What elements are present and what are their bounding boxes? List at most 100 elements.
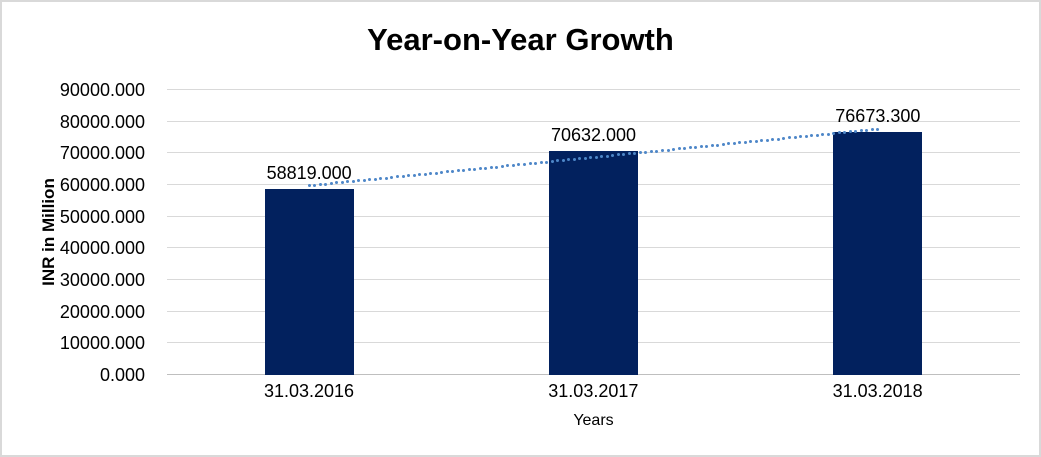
trendline-dot xyxy=(699,145,703,149)
x-tick-label: 31.03.2016 xyxy=(263,381,355,401)
trendline-dot xyxy=(307,184,311,188)
trendline-dot xyxy=(672,147,676,151)
trendline-dot xyxy=(787,136,791,140)
trendline-dot xyxy=(721,143,725,147)
trendline-dot xyxy=(473,167,477,171)
trendline-dot xyxy=(876,127,880,131)
trendline-dot xyxy=(749,140,753,144)
trendline-dot xyxy=(418,173,422,177)
trendline-dot xyxy=(826,132,830,136)
trendline-dot xyxy=(313,183,317,187)
trendline-dot xyxy=(821,133,825,137)
data-label: 70632.000 xyxy=(550,125,637,146)
gridline xyxy=(167,89,1020,90)
trendline-dot xyxy=(423,172,427,176)
trendline-dot xyxy=(390,175,394,179)
trendline-dot xyxy=(340,180,344,184)
trendline-dot xyxy=(705,144,709,148)
trendline-dot xyxy=(511,163,515,167)
trendline-dot xyxy=(727,142,731,146)
trendline-dot xyxy=(765,138,769,142)
trendline-dot xyxy=(373,177,377,181)
plot-area xyxy=(167,89,1020,375)
trendline-dot xyxy=(870,128,874,132)
trendline-dot xyxy=(793,135,797,139)
trendline-dot xyxy=(649,150,653,154)
data-label: 58819.000 xyxy=(266,162,352,183)
trendline-dot xyxy=(506,164,510,168)
trendline-dot xyxy=(456,169,460,173)
trendline-dot xyxy=(848,130,852,134)
trendline-dot xyxy=(329,181,333,185)
trendline-dot xyxy=(760,139,764,143)
trendline-dot xyxy=(401,174,405,178)
trendline-dot xyxy=(644,150,648,154)
trendline-dot xyxy=(859,129,863,133)
trendline-dot xyxy=(754,139,758,143)
bar-31.03.2016 xyxy=(264,188,354,375)
trendline-dot xyxy=(633,151,637,155)
trendline-dot xyxy=(837,131,841,135)
trendline-dot xyxy=(384,176,388,180)
trendline-dot xyxy=(534,161,538,165)
trendline-dot xyxy=(815,133,819,137)
x-axis-title: Years xyxy=(573,412,614,429)
trendline-dot xyxy=(611,154,615,157)
trendline-dot xyxy=(318,183,322,187)
y-tick-label: 70000.000 xyxy=(59,143,145,164)
trendline-dot xyxy=(478,167,482,171)
trendline-dot xyxy=(688,146,692,150)
trendline-dot xyxy=(622,152,626,156)
trendline-dot xyxy=(810,134,814,138)
bar-31.03.2018 xyxy=(833,132,923,375)
trendline-dot xyxy=(445,170,449,174)
trendline-dot xyxy=(462,168,466,172)
trendline-dot xyxy=(429,172,433,176)
trendline-dot xyxy=(335,181,339,185)
trendline-dot xyxy=(522,162,526,166)
trendline-dot xyxy=(616,153,620,157)
trendline-dot xyxy=(500,164,504,168)
trendline-dot xyxy=(677,147,681,151)
y-tick-label: 30000.000 xyxy=(59,270,145,290)
trendline-dot xyxy=(407,174,411,178)
trendline-dot xyxy=(528,162,532,166)
bar-31.03.2017 xyxy=(549,151,638,375)
data-label: 76673.300 xyxy=(835,106,921,127)
trendline-dot xyxy=(495,165,499,169)
trendline-dot xyxy=(578,157,582,161)
trendline-dot xyxy=(357,179,361,183)
trendline-dot xyxy=(556,159,560,163)
y-tick-label: 50000.000 xyxy=(59,206,145,227)
trendline-dot xyxy=(324,182,328,186)
trendline-dot xyxy=(743,140,747,144)
trendline-dot xyxy=(710,144,714,148)
trendline-dot xyxy=(561,158,565,162)
trendline-dot xyxy=(412,173,416,177)
trendline-dot xyxy=(434,171,438,175)
trendline-dot xyxy=(517,163,521,167)
trendline-dot xyxy=(666,148,670,152)
trendline-dot xyxy=(484,166,488,170)
y-tick-label: 60000.000 xyxy=(59,175,145,195)
y-tick-label: 40000.000 xyxy=(59,238,145,259)
trendline-dot xyxy=(865,128,869,132)
trendline-dot xyxy=(716,143,720,147)
trendline-dot xyxy=(589,156,593,160)
trendline-dot xyxy=(732,141,736,145)
chart-title: Year-on-Year Growth xyxy=(367,22,674,57)
x-tick-label: 31.03.2017 xyxy=(548,381,639,401)
trendline-dot xyxy=(362,178,366,182)
trendline-dot xyxy=(440,171,444,175)
trendline-dot xyxy=(379,177,383,181)
trendline-dot xyxy=(804,134,808,138)
y-tick-label: 20000.000 xyxy=(59,301,145,322)
trendline-dot xyxy=(489,166,493,170)
y-tick-label: 10000.000 xyxy=(59,333,145,354)
trendline-dot xyxy=(600,155,604,159)
trendline-dot xyxy=(451,169,455,173)
trendline-dot xyxy=(539,161,543,165)
trendline-dot xyxy=(627,152,631,156)
trendline-dot xyxy=(368,178,372,182)
trendline-dot xyxy=(346,180,350,184)
